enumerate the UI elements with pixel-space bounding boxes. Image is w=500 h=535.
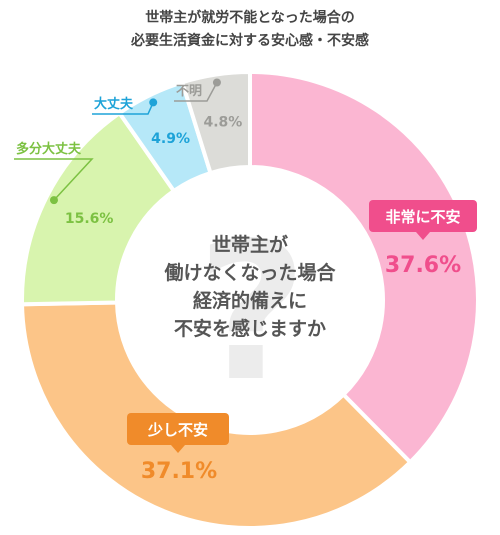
center-text-line-2: 働けなくなった場合 xyxy=(163,261,336,284)
slice-very-anxious xyxy=(248,69,480,466)
center-text-line-1: 世帯主が xyxy=(212,233,288,256)
leader-dot-unknown xyxy=(212,78,221,87)
label-probably-ok: 多分大丈夫 xyxy=(16,141,82,157)
label-somewhat-anxious: 少し不安 xyxy=(147,421,208,439)
chart-title-line-2: 必要生活資金に対する安心感・不安感 xyxy=(130,32,369,49)
center-text-line-4: 不安を感じますか xyxy=(174,317,326,340)
slice-somewhat-anxious xyxy=(20,300,414,530)
badge-very-anxious xyxy=(369,200,477,232)
leader-dot-probably-ok xyxy=(49,196,58,205)
center-question-mark: ? xyxy=(197,202,307,423)
slice-unknown xyxy=(179,69,252,176)
center-text: 世帯主が 働けなくなった場合 経済的備えに 不安を感じますか xyxy=(163,233,336,340)
center-text-line-3: 経済的備えに xyxy=(193,289,307,312)
label-unknown: 不明 xyxy=(176,84,202,99)
badge-pointer-very-anxious xyxy=(416,232,430,240)
slice-labels: 非常に不安 37.6% 少し不安 37.1% 15.6% 多分大丈夫 4.9% 大丈夫 4.8%… xyxy=(14,78,477,484)
value-ok: 4.9% xyxy=(151,131,190,147)
leader-unknown xyxy=(174,82,218,102)
value-somewhat-anxious: 37.1% xyxy=(141,459,217,484)
leader-ok xyxy=(92,102,154,115)
label-ok: 大丈夫 xyxy=(94,96,134,112)
leader-probably-ok xyxy=(14,158,94,201)
badge-pointer-somewhat-anxious xyxy=(171,445,185,453)
value-probably-ok: 15.6% xyxy=(65,211,114,227)
label-very-anxious: 非常に不安 xyxy=(385,208,460,226)
chart-title-line-1: 世帯主が就労不能となった場合の xyxy=(145,9,355,26)
slice-group xyxy=(20,69,480,530)
value-unknown: 4.8% xyxy=(203,115,242,131)
badge-somewhat-anxious xyxy=(127,413,229,445)
value-very-anxious: 37.6% xyxy=(385,253,461,278)
leader-dot-ok xyxy=(149,98,158,107)
